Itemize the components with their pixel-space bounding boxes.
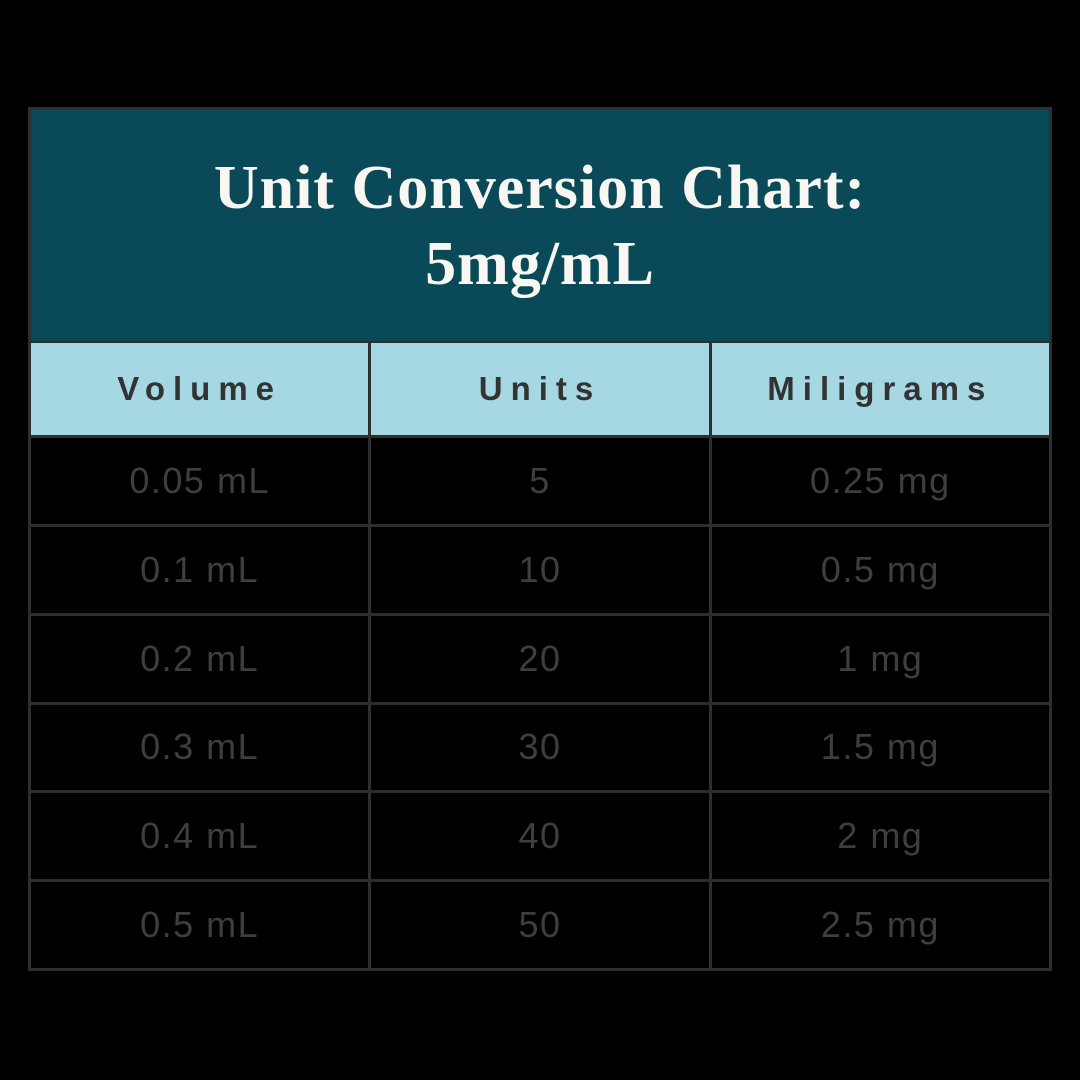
- cell-miligrams-row-4: 2 mg: [711, 793, 1049, 880]
- cell-units-row-5: 50: [371, 882, 709, 968]
- cell-volume-row-4: 0.4 mL: [31, 793, 369, 880]
- cell-volume-row-0: 0.05 mL: [31, 438, 369, 524]
- cell-miligrams-row-0: 0.25 mg: [711, 438, 1049, 524]
- cell-miligrams-row-2: 1 mg: [711, 615, 1049, 702]
- cell-miligrams-row-3: 1.5 mg: [711, 704, 1049, 791]
- cell-units-row-1: 10: [371, 526, 709, 613]
- conversion-grid: Volume Units Miligrams 0.05 mL 5 0.25 mg…: [31, 343, 1049, 968]
- cell-units-row-4: 40: [371, 793, 709, 880]
- column-header-volume: Volume: [31, 343, 369, 435]
- cell-miligrams-row-1: 0.5 mg: [711, 526, 1049, 613]
- cell-miligrams-row-5: 2.5 mg: [711, 882, 1049, 968]
- conversion-table: Unit Conversion Chart: 5mg/mL Volume Uni…: [28, 107, 1052, 971]
- cell-units-row-0: 5: [371, 438, 709, 524]
- column-header-miligrams: Miligrams: [711, 343, 1049, 435]
- page-title-line-1: Unit Conversion Chart:: [213, 153, 867, 222]
- column-header-units: Units: [371, 343, 709, 435]
- cell-volume-row-2: 0.2 mL: [31, 615, 369, 702]
- title-band: Unit Conversion Chart: 5mg/mL: [31, 110, 1049, 341]
- cell-volume-row-5: 0.5 mL: [31, 882, 369, 968]
- cell-volume-row-1: 0.1 mL: [31, 526, 369, 613]
- cell-units-row-2: 20: [371, 615, 709, 702]
- cell-volume-row-3: 0.3 mL: [31, 704, 369, 791]
- cell-units-row-3: 30: [371, 704, 709, 791]
- page-title-line-2: 5mg/mL: [425, 229, 655, 298]
